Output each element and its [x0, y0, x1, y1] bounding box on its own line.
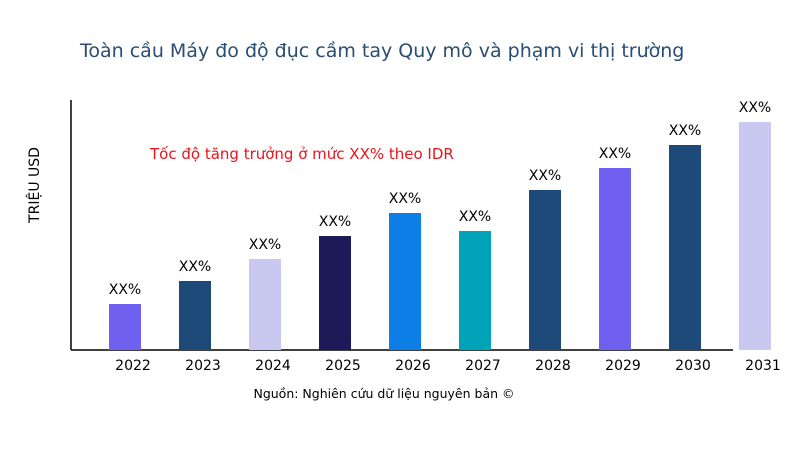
source-note: Nguồn: Nghiên cứu dữ liệu nguyên bản © [0, 386, 800, 401]
x-tick-label-2028: 2028 [535, 358, 571, 374]
x-tick-label-2030: 2030 [675, 358, 711, 374]
x-tick-label-2025: 2025 [325, 358, 361, 374]
data-label-2025: XX% [319, 214, 351, 230]
bar-2030 [669, 145, 701, 350]
x-tick-label-2023: 2023 [185, 358, 221, 374]
data-label-2027: XX% [459, 209, 491, 225]
source-text: Nguồn: Nghiên cứu dữ liệu nguyên bản © [253, 386, 515, 401]
bar-2023 [179, 281, 211, 350]
bar-2029 [599, 168, 631, 350]
data-label-2024: XX% [249, 237, 281, 253]
bar-2027 [459, 231, 491, 350]
bar-2024 [249, 259, 281, 350]
x-tick-label-2026: 2026 [395, 358, 431, 374]
data-label-2022: XX% [109, 282, 141, 298]
data-label-2031: XX% [739, 100, 771, 116]
chart-title: Toàn cầu Máy đo độ đục cầm tay Quy mô và… [80, 40, 685, 62]
x-tick-label-2031: 2031 [745, 358, 781, 374]
bar-2022 [109, 304, 141, 350]
data-label-2030: XX% [669, 123, 701, 139]
bar-2028 [529, 190, 561, 350]
x-tick-label-2029: 2029 [605, 358, 641, 374]
x-tick-label-2027: 2027 [465, 358, 501, 374]
bar-2031 [739, 122, 771, 350]
bar-2025 [319, 236, 351, 350]
x-tick-label-2022: 2022 [115, 358, 151, 374]
data-label-2028: XX% [529, 168, 561, 184]
data-label-2023: XX% [179, 259, 211, 275]
bar-2026 [389, 213, 421, 350]
x-tick-label-2024: 2024 [255, 358, 291, 374]
growth-annotation: Tốc độ tăng trưởng ở mức XX% theo IDR [150, 145, 454, 163]
data-label-2026: XX% [389, 191, 421, 207]
data-label-2029: XX% [599, 146, 631, 162]
